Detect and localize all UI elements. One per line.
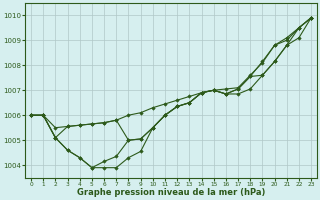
X-axis label: Graphe pression niveau de la mer (hPa): Graphe pression niveau de la mer (hPa) [77,188,265,197]
